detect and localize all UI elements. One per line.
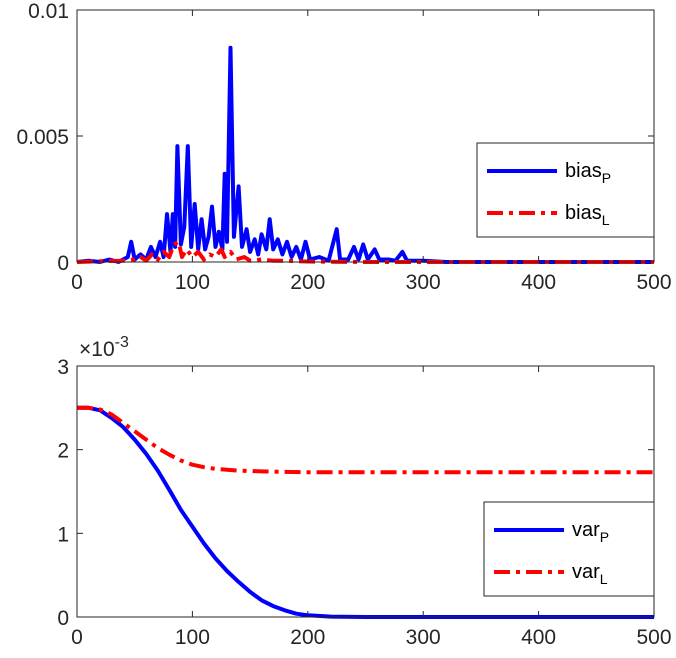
x-tick-label: 200 [290,271,325,294]
legend-name: bias [565,202,602,224]
axes-frame [76,365,655,618]
legend-subscript: P [602,170,611,186]
legend-box [476,142,655,238]
y-tick-label: 0.005 [16,126,69,149]
legend-name: var [572,561,600,583]
x-tick-label: 100 [175,626,210,649]
x-tick-label: 0 [71,626,83,649]
legend-label-P: varP [572,519,609,545]
legend-name: var [572,519,600,541]
y-tick-label: 2 [57,440,69,463]
y-tick-label: 1 [57,523,69,546]
legend-subscript: L [602,212,610,228]
series-line-bias-L [76,239,654,264]
legend-box [483,501,655,597]
series-line-var-L [77,405,654,475]
x-tick-label: 200 [290,626,325,649]
x-tick-label: 300 [406,626,441,649]
y-tick-label: 3 [57,356,69,379]
legend-label-L: varL [572,561,608,587]
y-exponent-label: ×10-3 [79,334,129,361]
y-tick-label: 0 [57,607,69,630]
x-tick-label: 0 [71,271,83,294]
x-tick-label: 100 [175,271,210,294]
series-line-bias-P [76,45,654,264]
x-tick-label: 300 [406,271,441,294]
exponent-power: -3 [115,334,129,351]
legend-label-L: biasL [565,202,610,228]
series-line-var-P [77,405,654,619]
legend-name: bias [565,160,602,182]
x-tick-label: 400 [521,626,556,649]
x-tick-label: 500 [636,626,671,649]
legend-label-P: biasP [565,160,611,186]
y-tick-label: 0.01 [28,0,69,23]
y-tick-label: 0 [57,252,69,275]
x-tick-label: 400 [521,271,556,294]
x-tick-label: 500 [636,271,671,294]
legend-subscript: L [600,571,608,587]
exponent-base: ×10 [79,338,115,361]
legend-subscript: P [600,529,609,545]
